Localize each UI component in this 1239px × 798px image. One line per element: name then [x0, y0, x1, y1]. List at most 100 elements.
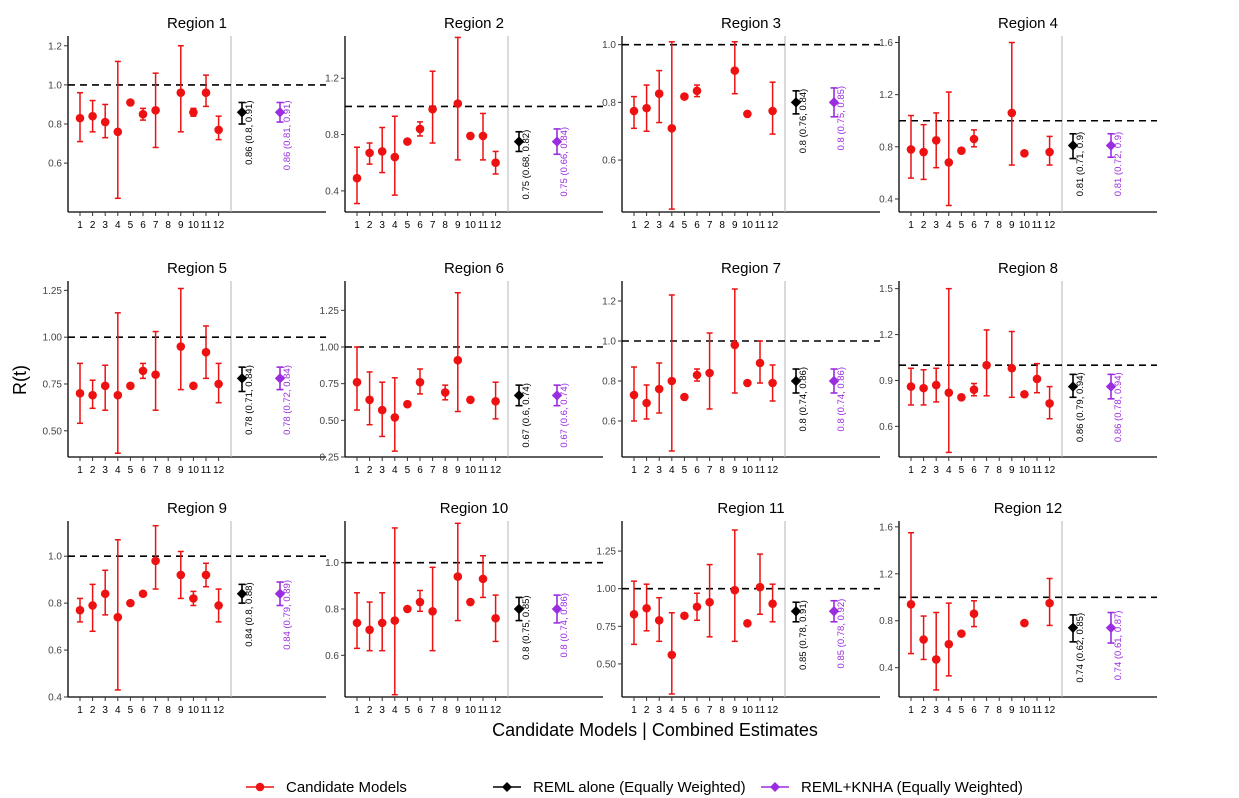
x-tick-label: 5 [128, 220, 134, 231]
knha-point [828, 97, 840, 108]
panel-11: Region 110.500.751.001.251 2 3 4 5 6 7 8 9 10 11 12… [597, 500, 880, 716]
candidate-point-6 [692, 370, 702, 380]
x-tick-label: 9 [732, 220, 738, 231]
x-tick-label: 4 [946, 705, 952, 716]
x-tick-label: 8 [719, 465, 725, 476]
x-tick-label: 8 [996, 465, 1002, 476]
x-tick-label: 3 [102, 465, 108, 476]
x-tick-label: 10 [188, 705, 200, 716]
knha-estimate-label: 0.86 (0.81, 0.91) [282, 100, 293, 170]
x-tick-label: 6 [140, 220, 146, 231]
x-tick-label: 4 [392, 220, 398, 231]
candidate-point-2 [88, 111, 97, 121]
reml-estimate-label: 0.67 (0.6, 0.74) [521, 383, 532, 447]
candidate-point-4 [944, 388, 954, 398]
legend: Candidate Models REML alone (Equally Weig… [246, 779, 1023, 796]
candidate-point-4 [113, 127, 123, 137]
x-axis-label: Candidate Models | Combined Estimates [492, 720, 818, 740]
candidate-point-9 [453, 355, 463, 365]
x-tick-label: 3 [656, 465, 662, 476]
legend-label: REML+KNHA (Equally Weighted) [801, 779, 1023, 796]
candidate-point-12 [491, 158, 500, 168]
x-tick-label: 4 [392, 705, 398, 716]
candidate-point-9 [730, 585, 740, 595]
knha-point [551, 390, 563, 401]
x-tick-label: 6 [417, 705, 423, 716]
x-tick-label: 12 [490, 465, 502, 476]
x-tick-label: 4 [392, 465, 398, 476]
candidate-point-5 [403, 399, 412, 409]
x-tick-label: 7 [984, 220, 990, 231]
y-tick-label: 0.4 [879, 194, 893, 205]
candidate-point-12 [1045, 399, 1054, 408]
x-tick-label: 3 [102, 220, 108, 231]
x-tick-label: 3 [102, 705, 108, 716]
x-tick-label: 4 [115, 465, 121, 476]
y-tick-label: 0.75 [320, 379, 340, 390]
x-tick-label: 2 [644, 705, 650, 716]
panel-title: Region 6 [444, 260, 504, 277]
x-tick-label: 6 [694, 705, 700, 716]
x-tick-label: 11 [755, 220, 766, 231]
candidate-point-7 [982, 360, 991, 370]
candidate-point-3 [931, 655, 941, 664]
reml-point [1067, 140, 1079, 151]
knha-point [1105, 622, 1117, 633]
candidate-point-12 [768, 378, 777, 388]
x-tick-label: 4 [115, 220, 121, 231]
reml-estimate-label: 0.8 (0.75, 0.85) [521, 595, 532, 659]
x-tick-label: 1 [77, 465, 83, 476]
x-tick-label: 9 [178, 465, 184, 476]
knha-point [551, 136, 563, 147]
candidate-point-2 [919, 383, 928, 393]
x-tick-label: 6 [417, 465, 423, 476]
x-tick-label: 1 [354, 220, 360, 231]
candidate-point-4 [944, 639, 954, 649]
x-tick-label: 2 [367, 220, 373, 231]
candidate-point-1 [75, 605, 85, 615]
reml-estimate-label: 0.84 (0.8, 0.88) [244, 582, 255, 646]
panel-title: Region 2 [444, 15, 504, 32]
x-tick-label: 8 [719, 220, 725, 231]
y-tick-label: 1.0 [48, 80, 62, 91]
x-tick-label: 7 [707, 705, 713, 716]
knha-point [274, 588, 286, 599]
panel-title: Region 5 [167, 260, 227, 277]
candidate-point-5 [957, 629, 966, 638]
legend-item-3: REML+KNHA (Equally Weighted) [761, 779, 1023, 796]
knha-point [274, 373, 286, 384]
candidate-point-9 [453, 572, 463, 581]
candidate-point-6 [138, 589, 148, 599]
candidate-point-10 [189, 594, 198, 603]
panel-title: Region 3 [721, 15, 781, 32]
candidate-point-10 [743, 618, 752, 628]
y-tick-label: 1.5 [879, 284, 893, 295]
x-tick-label: 7 [430, 705, 436, 716]
panel-title: Region 4 [998, 15, 1058, 32]
y-tick-label: 0.50 [597, 659, 617, 670]
panel-4: Region 40.40.81.21.61 2 3 4 5 6 7 8 9 10 11 120.81 … [879, 15, 1157, 231]
x-tick-label: 2 [921, 465, 927, 476]
reml-estimate-label: 0.75 (0.68, 0.82) [521, 130, 532, 200]
knha-estimate-label: 0.75 (0.66, 0.84) [559, 127, 570, 197]
x-tick-label: 12 [490, 705, 502, 716]
x-tick-label: 7 [430, 220, 436, 231]
knha-estimate-label: 0.81 (0.72, 0.9) [1113, 132, 1124, 196]
x-tick-label: 3 [933, 705, 939, 716]
candidate-point-10 [466, 597, 475, 607]
y-tick-label: 0.25 [320, 453, 340, 464]
y-tick-label: 0.8 [879, 142, 893, 153]
y-tick-label: 1.0 [48, 552, 62, 563]
candidate-point-3 [654, 384, 664, 394]
x-tick-label: 2 [90, 465, 96, 476]
x-tick-label: 10 [465, 465, 477, 476]
candidate-point-3 [100, 381, 110, 391]
candidate-point-7 [705, 368, 714, 378]
x-tick-label: 9 [178, 220, 184, 231]
candidate-point-3 [100, 589, 110, 599]
candidate-point-2 [365, 625, 374, 635]
candidate-point-3 [931, 135, 941, 145]
x-tick-label: 8 [996, 705, 1002, 716]
y-tick-label: 0.9 [879, 376, 893, 387]
candidate-point-1 [75, 113, 85, 123]
